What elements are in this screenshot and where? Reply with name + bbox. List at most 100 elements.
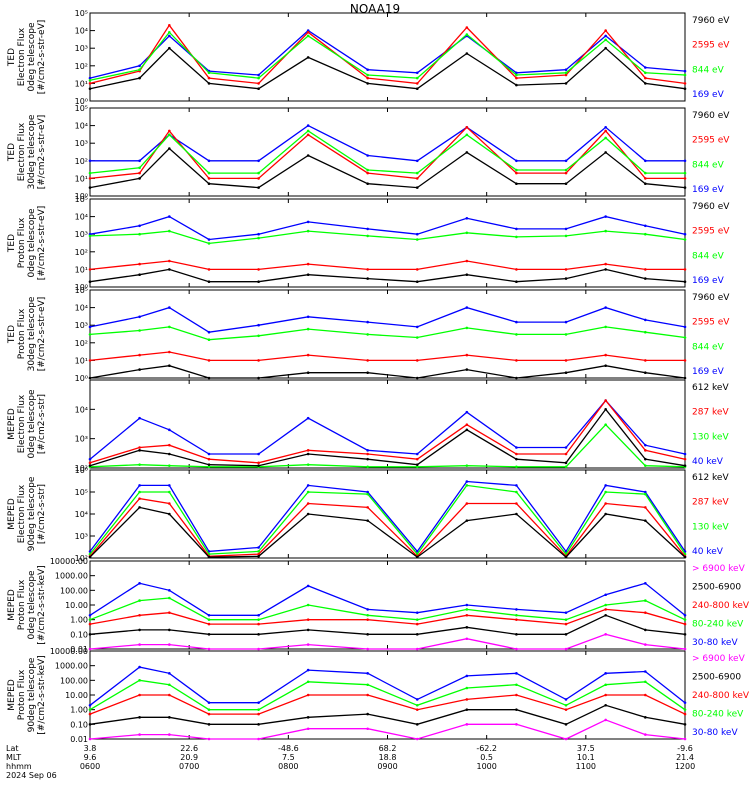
data-point [207, 708, 211, 711]
legend-entry: 2595 eV [692, 41, 730, 51]
y-axis-label: 0deg telescope [27, 570, 37, 640]
data-point [138, 665, 141, 669]
data-point [207, 359, 211, 362]
data-point [138, 497, 141, 500]
data-point [465, 502, 469, 505]
data-point [465, 133, 469, 137]
data-point [138, 76, 141, 80]
data-point [564, 703, 568, 707]
data-point [515, 333, 518, 336]
data-point [604, 215, 607, 218]
data-point [465, 428, 469, 432]
y-axis-label: [#/cm2-s-str-eV] [37, 297, 47, 372]
y-tick-label: 10⁴ [75, 27, 88, 36]
y-axis-label: TED [7, 48, 17, 67]
series-line [89, 215, 686, 241]
data-point [366, 168, 369, 172]
y-axis-label: MEPED [7, 498, 17, 530]
data-point [88, 280, 92, 284]
data-point [366, 171, 369, 175]
data-point [415, 633, 419, 636]
panel-2: 10⁰ 10¹ 10² 10³ 10⁴ 10⁵ TED Electron Flux 30deg … [7, 104, 730, 201]
data-point [604, 129, 607, 133]
data-point [366, 452, 369, 456]
y-tick-label: 10000.00 [50, 647, 88, 656]
panel-frame [89, 198, 686, 288]
data-point [207, 76, 211, 80]
legend-entry: 169 eV [692, 367, 725, 377]
data-point [168, 484, 171, 487]
data-point [306, 643, 310, 646]
data-point [465, 273, 469, 276]
data-point [138, 273, 141, 276]
data-point [306, 229, 310, 233]
data-point [515, 359, 518, 362]
data-point [604, 512, 607, 516]
data-point [138, 643, 141, 646]
data-point [88, 618, 92, 621]
data-point [207, 701, 211, 704]
data-point [366, 465, 369, 469]
series-line [89, 608, 686, 625]
data-point [306, 490, 310, 494]
data-point [366, 371, 369, 375]
data-point [683, 359, 687, 362]
series-line [89, 582, 686, 616]
x-tick-label: 7.5 [282, 753, 295, 762]
data-point [564, 461, 568, 465]
data-point [207, 633, 211, 636]
data-point [168, 596, 171, 600]
data-point [644, 224, 647, 228]
data-point [564, 171, 568, 175]
data-point [604, 613, 607, 617]
series-line [89, 47, 686, 90]
data-point [604, 229, 607, 233]
data-point [168, 24, 171, 27]
x-tick-label: 0700 [179, 762, 199, 771]
legend-entry: 80-240 keV [692, 620, 744, 630]
series-line [89, 719, 686, 740]
data-point [683, 171, 687, 175]
data-point [306, 727, 310, 731]
data-point [366, 82, 369, 85]
data-point [683, 280, 687, 284]
data-point [138, 506, 141, 509]
data-point [644, 330, 647, 334]
data-point [168, 34, 171, 38]
data-point [88, 737, 92, 741]
data-point [564, 268, 568, 271]
x-tick-label: 3.8 [84, 744, 97, 753]
data-point [683, 457, 687, 461]
series-line [89, 480, 686, 553]
data-point [564, 618, 568, 621]
y-tick-label: 10.00 [65, 601, 88, 610]
data-point [306, 680, 310, 684]
series-line [89, 633, 686, 650]
x-row-label: MLT [6, 753, 21, 762]
data-point [465, 126, 469, 129]
data-point [138, 177, 141, 180]
y-tick-label: 10¹ [75, 174, 88, 183]
data-point [604, 34, 607, 38]
data-point [366, 633, 369, 636]
data-point [604, 703, 607, 707]
data-point [515, 268, 518, 271]
data-point [306, 34, 310, 38]
data-point [465, 231, 469, 235]
data-point [168, 683, 171, 687]
data-point [515, 618, 518, 621]
series-line [89, 597, 686, 621]
data-point [415, 555, 419, 559]
data-point [138, 484, 141, 487]
legend-entry: 169 eV [692, 185, 725, 195]
data-point [515, 693, 518, 697]
data-point [683, 701, 687, 704]
data-point [415, 76, 419, 80]
data-point [138, 628, 141, 632]
data-point [138, 490, 141, 494]
data-point [683, 73, 687, 77]
panel-frame [89, 650, 686, 740]
data-point [366, 333, 369, 336]
series-line [89, 230, 686, 245]
